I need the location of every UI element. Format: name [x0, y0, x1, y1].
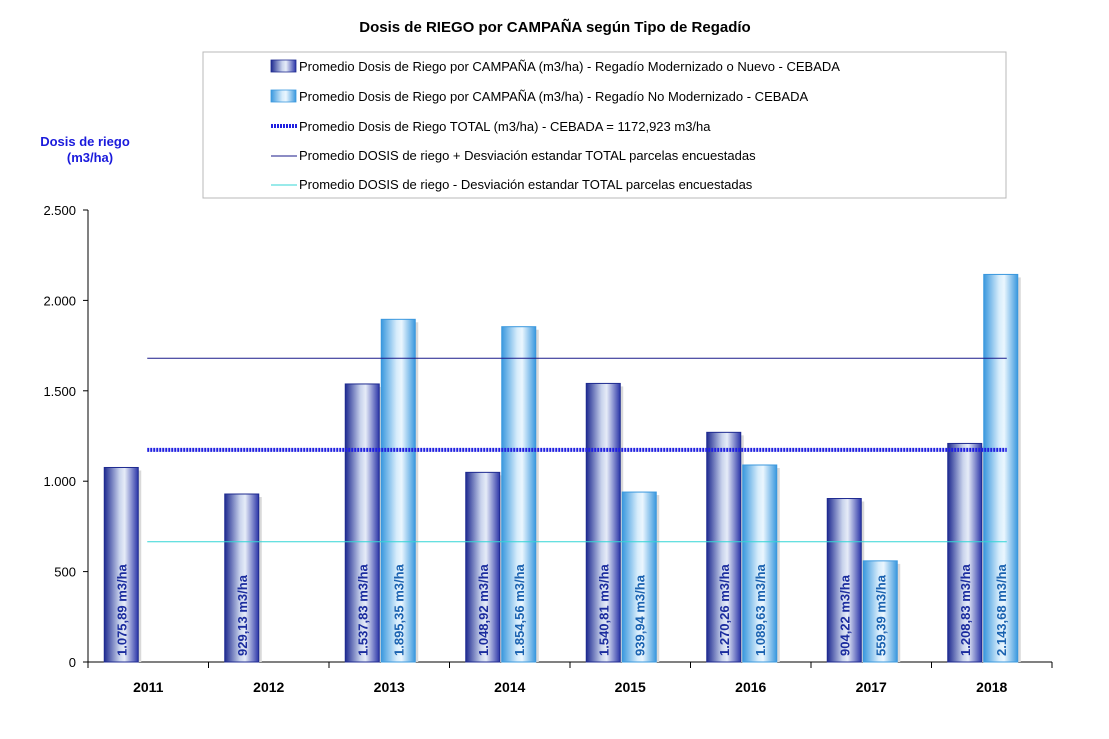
y-tick-label: 1.500 — [43, 384, 76, 399]
data-label: 1.048,92 m3/ha — [476, 563, 491, 656]
data-label: 1.270,26 m3/ha — [717, 563, 732, 656]
data-label: 1.537,83 m3/ha — [355, 563, 370, 656]
reference-lines — [147, 357, 1007, 543]
legend-label-lower-line: Promedio DOSIS de riego - Desviación est… — [299, 177, 753, 192]
data-label: 2.143,68 m3/ha — [994, 563, 1009, 656]
bar-modernizado-2014 — [465, 471, 501, 663]
data-label: 904,22 m3/ha — [837, 574, 852, 656]
legend-swatch-series-2 — [270, 89, 297, 103]
bar-no-modernizado-2014 — [501, 326, 537, 663]
data-label: 1.854,56 m3/ha — [512, 563, 527, 656]
legend-box — [202, 51, 1007, 199]
bar-modernizado-2016 — [706, 431, 742, 663]
bar-modernizado-2012 — [224, 493, 260, 663]
data-label: 939,94 m3/ha — [632, 574, 647, 656]
x-tick-label: 2013 — [374, 679, 405, 695]
chart-title: Dosis de RIEGO por CAMPAÑA según Tipo de… — [359, 18, 750, 36]
data-label: 1.089,63 m3/ha — [753, 563, 768, 656]
bar-no-modernizado-2013 — [380, 318, 416, 663]
y-axis-label-line1: Dosis de riego — [40, 134, 130, 149]
x-tick-label: 2016 — [735, 679, 766, 695]
legend-label-mean-line: Promedio Dosis de Riego TOTAL (m3/ha) - … — [299, 119, 711, 134]
bar-modernizado-2017 — [826, 498, 862, 663]
bars — [103, 273, 1021, 663]
data-label: 1.075,89 m3/ha — [114, 563, 129, 656]
x-tick-label: 2017 — [856, 679, 887, 695]
legend-swatch-series-1 — [270, 59, 297, 73]
bar-modernizado-2013 — [344, 383, 380, 663]
y-tick-label: 0 — [69, 655, 76, 670]
bar-no-modernizado-2016 — [742, 464, 778, 663]
bar-modernizado-2011 — [103, 466, 139, 663]
data-label: 1.208,83 m3/ha — [958, 563, 973, 656]
legend-label-series-1: Promedio Dosis de Riego por CAMPAÑA (m3/… — [299, 59, 840, 74]
legend-label-upper-line: Promedio DOSIS de riego + Desviación est… — [299, 148, 756, 163]
y-tick-label: 1.000 — [43, 474, 76, 489]
data-label: 559,39 m3/ha — [873, 574, 888, 656]
x-tick-label: 2015 — [615, 679, 646, 695]
y-tick-label: 2.500 — [43, 203, 76, 218]
bar-modernizado-2015 — [585, 382, 621, 663]
x-tick-label: 2018 — [976, 679, 1007, 695]
x-tick-label: 2014 — [494, 679, 525, 695]
bar-no-modernizado-2017 — [862, 560, 898, 663]
y-axis-label-line2: (m3/ha) — [67, 150, 113, 165]
data-labels: 1.075,89 m3/ha 929,13 m3/ha 1.537,83 m3/ha… — [114, 563, 1009, 656]
y-tick-label: 500 — [54, 565, 76, 580]
bar-no-modernizado-2015 — [621, 491, 657, 663]
x-tick-label: 2011 — [133, 679, 164, 695]
y-tick-label: 2.000 — [43, 293, 76, 308]
bar-modernizado-2018 — [947, 442, 983, 663]
data-label: 1.895,35 m3/ha — [391, 563, 406, 656]
data-label: 929,13 m3/ha — [235, 574, 250, 656]
x-tick-label: 2012 — [253, 679, 284, 695]
data-label: 1.540,81 m3/ha — [596, 563, 611, 656]
bar-no-modernizado-2018 — [983, 273, 1019, 663]
legend-label-series-2: Promedio Dosis de Riego por CAMPAÑA (m3/… — [299, 89, 808, 104]
legend: Promedio Dosis de Riego por CAMPAÑA (m3/… — [202, 51, 1007, 199]
